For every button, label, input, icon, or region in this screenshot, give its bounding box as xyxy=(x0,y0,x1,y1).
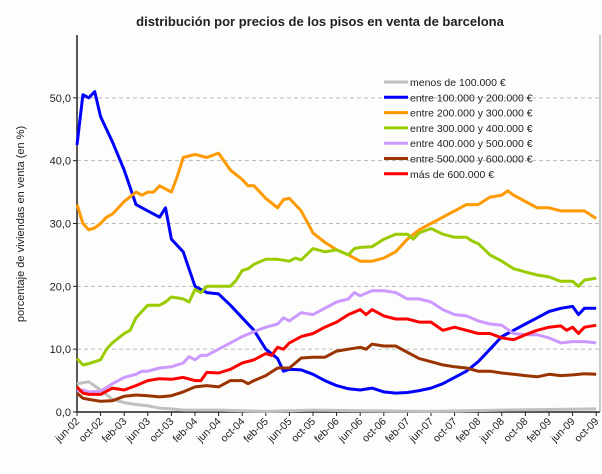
x-tick-label: feb-06 xyxy=(312,416,342,446)
series-lines xyxy=(75,90,598,413)
x-tick-label: jun-09 xyxy=(548,416,578,446)
x-tick-label: feb-08 xyxy=(454,416,484,446)
x-tick-label: jun-06 xyxy=(335,416,365,446)
y-tick-label: 40,0 xyxy=(50,156,71,168)
series-line-1 xyxy=(75,90,597,395)
chart-title: distribución por precios de los pisos en… xyxy=(136,14,504,29)
legend-label: entre 500.000 y 600.000 € xyxy=(410,154,533,166)
legend: menos de 100.000 € entre 100.000 y 200.00… xyxy=(384,77,533,181)
x-tick-label: jun-04 xyxy=(194,416,224,446)
x-tick-label: oct-09 xyxy=(572,416,601,445)
series-line-6 xyxy=(75,308,597,396)
legend-label: entre 400.000 y 500.000 € xyxy=(410,138,533,150)
y-tick-label: 50,0 xyxy=(50,93,71,105)
legend-label: más de 600.000 € xyxy=(410,169,494,181)
legend-label: entre 300.000 y 400.000 € xyxy=(410,123,533,135)
x-tick-label: feb-09 xyxy=(525,416,555,446)
series-line-4 xyxy=(76,289,597,394)
y-tick-label: 20,0 xyxy=(50,281,71,293)
x-tick-label: jun-07 xyxy=(406,416,436,446)
series-line-5 xyxy=(76,342,597,403)
series-line-2 xyxy=(75,151,598,263)
x-tick-label: jun-03 xyxy=(123,416,153,446)
x-tick-label: jun-08 xyxy=(477,416,507,446)
x-tick-label: feb-07 xyxy=(383,416,413,446)
x-tick-label: oct-06 xyxy=(360,416,389,445)
x-tick-label: oct-02 xyxy=(77,416,106,445)
y-axis-label: porcentaje de viviendas en venta (en %) xyxy=(15,126,27,322)
y-tick-label: 10,0 xyxy=(50,344,71,356)
legend-label: menos de 100.000 € xyxy=(410,77,506,89)
y-tick-labels: 0,0 10,0 20,0 30,0 40,0 50,0 xyxy=(50,93,71,419)
x-tick-label: feb-05 xyxy=(241,416,271,446)
legend-label: entre 100.000 y 200.000 € xyxy=(410,92,533,104)
x-tick-label: oct-04 xyxy=(218,416,247,445)
x-tick-label: oct-07 xyxy=(431,416,460,445)
x-tick-label: feb-03 xyxy=(100,416,130,446)
y-tick-label: 0,0 xyxy=(56,407,71,419)
x-tick-label: oct-03 xyxy=(147,416,176,445)
x-tick-labels: jun-02oct-02feb-03jun-03oct-03feb-04jun-… xyxy=(52,416,601,446)
series-line-3 xyxy=(75,227,597,367)
x-tick-label: jun-02 xyxy=(52,416,82,446)
axes xyxy=(73,35,601,416)
x-tick-label: jun-05 xyxy=(265,416,295,446)
x-tick-label: oct-05 xyxy=(289,416,318,445)
gridlines xyxy=(77,97,600,350)
y-tick-label: 30,0 xyxy=(50,219,71,231)
x-tick-label: oct-08 xyxy=(501,416,530,445)
x-tick-label: feb-04 xyxy=(171,416,201,446)
legend-label: entre 200.000 y 300.000 € xyxy=(410,108,533,120)
